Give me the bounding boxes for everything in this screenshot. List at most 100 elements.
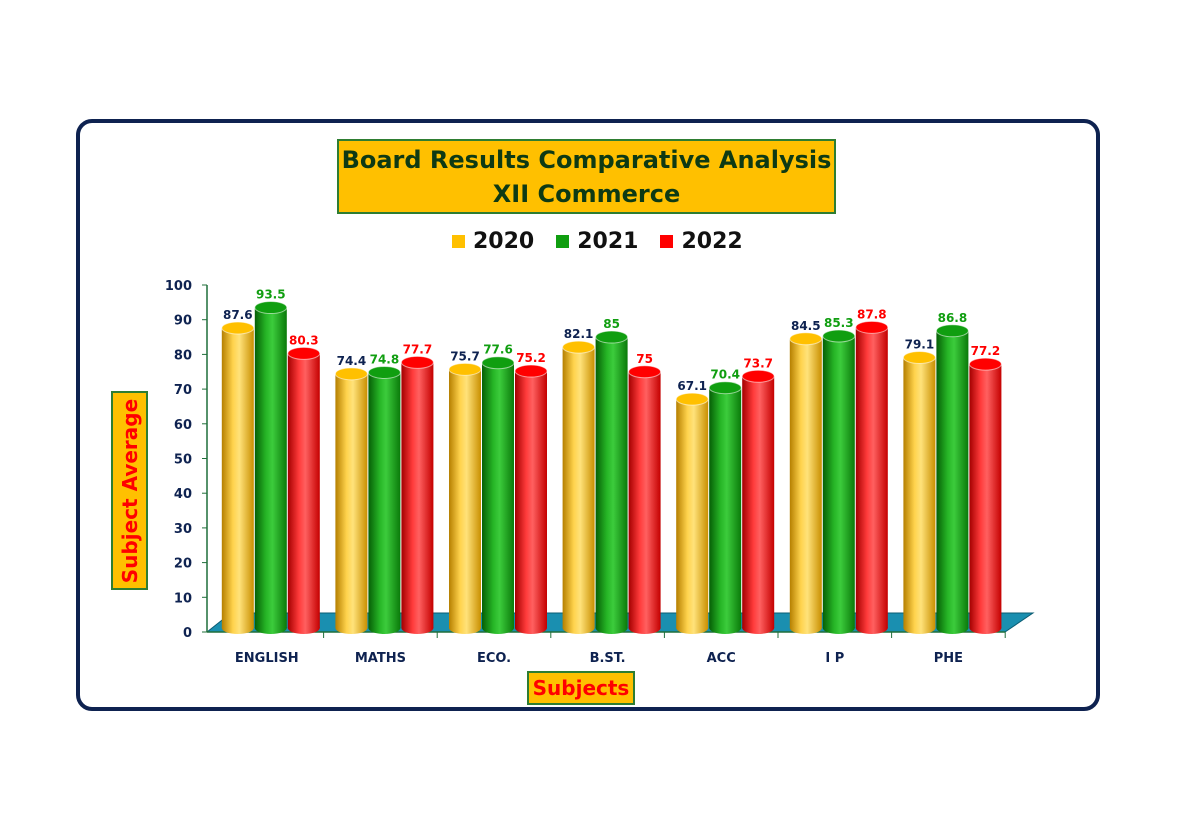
- data-label: 74.4: [337, 354, 367, 368]
- y-tick-label: 20: [174, 557, 192, 572]
- bar-cap: [254, 301, 288, 315]
- x-tick-label: ECO.: [477, 651, 511, 666]
- y-tick-label: 70: [174, 383, 192, 398]
- bar-base: [969, 622, 1002, 634]
- chart-subtitle: XII Commerce: [492, 179, 681, 208]
- bar-base: [855, 622, 888, 634]
- bar-base: [628, 622, 661, 634]
- x-tick-label: ACC: [707, 651, 736, 666]
- x-tick-label: MATHS: [355, 651, 406, 666]
- x-tick-label: PHE: [934, 651, 963, 666]
- legend-label-2020: 2020: [473, 228, 535, 254]
- x-axis-label-box: Subjects: [527, 671, 635, 705]
- bar: [709, 387, 742, 628]
- bar: [595, 337, 628, 628]
- bar-cap: [935, 324, 969, 338]
- x-tick-label: ENGLISH: [235, 651, 299, 666]
- chart-title-box: Board Results Comparative Analysis XII C…: [337, 139, 836, 214]
- bar: [482, 362, 514, 628]
- bar: [676, 399, 709, 628]
- bar-cap: [334, 367, 368, 381]
- data-label: 74.8: [370, 352, 400, 366]
- legend: 2020 2021 2022: [452, 226, 743, 256]
- data-label: 87.6: [223, 308, 253, 322]
- legend-item-2020: 2020: [452, 229, 534, 254]
- bar-cap: [481, 356, 515, 370]
- bar-base: [401, 622, 434, 634]
- bar-base: [709, 622, 742, 634]
- data-label: 93.5: [256, 288, 286, 302]
- x-tick-label: B.ST.: [590, 651, 626, 666]
- bar-cap: [855, 320, 889, 334]
- bar-cap: [628, 365, 662, 379]
- bar-base: [368, 622, 401, 634]
- data-label: 85: [603, 317, 620, 331]
- bar: [287, 353, 320, 628]
- bar-cap: [514, 364, 548, 378]
- y-tick-label: 30: [174, 522, 192, 537]
- bar: [742, 376, 775, 628]
- data-label: 75: [636, 352, 653, 366]
- bar-cap: [595, 330, 629, 344]
- data-label: 77.6: [483, 343, 513, 357]
- bar-base: [789, 622, 822, 634]
- bar-cap: [902, 351, 936, 365]
- bar-cap: [708, 381, 742, 395]
- legend-label-2022: 2022: [681, 228, 743, 254]
- legend-swatch-2022: [660, 234, 674, 248]
- data-label: 80.3: [289, 333, 319, 347]
- bar: [628, 371, 661, 628]
- bar: [562, 347, 595, 628]
- y-tick-label: 100: [165, 279, 192, 294]
- bar-cap: [400, 355, 434, 369]
- bar-cap: [448, 362, 482, 376]
- bar-base: [822, 622, 855, 634]
- bar: [221, 328, 254, 628]
- data-label: 86.8: [938, 311, 968, 325]
- data-label: 82.1: [564, 327, 594, 341]
- data-label: 70.4: [710, 368, 740, 382]
- bar: [969, 364, 1002, 628]
- bar: [822, 336, 855, 628]
- bar: [335, 373, 368, 628]
- bar: [449, 369, 481, 628]
- bar-base: [449, 622, 481, 634]
- chart-title: Board Results Comparative Analysis: [341, 145, 832, 174]
- bar-base: [676, 622, 709, 634]
- x-tick-label: I P: [825, 651, 844, 666]
- bar-base: [287, 622, 320, 634]
- bar-cap: [367, 365, 401, 379]
- y-tick-label: 90: [174, 314, 192, 329]
- bar-base: [903, 622, 936, 634]
- bar-cap: [675, 392, 709, 406]
- y-tick-label: 0: [183, 626, 192, 641]
- y-tick-label: 10: [174, 591, 192, 606]
- bar-base: [254, 622, 287, 634]
- bar: [368, 372, 401, 628]
- data-label: 77.2: [971, 344, 1001, 358]
- bar-base: [335, 622, 368, 634]
- bar: [515, 371, 547, 628]
- bar-base: [936, 622, 969, 634]
- bar-cap: [741, 369, 775, 383]
- bar-base: [595, 622, 628, 634]
- bar: [936, 330, 969, 628]
- bar-base: [515, 622, 547, 634]
- data-label: 67.1: [677, 379, 707, 393]
- bar: [254, 307, 287, 628]
- bar-base: [482, 622, 514, 634]
- bar-base: [562, 622, 595, 634]
- bar: [855, 327, 888, 628]
- bar: [401, 362, 434, 628]
- data-label: 73.7: [743, 356, 773, 370]
- bar-cap: [221, 321, 255, 335]
- legend-swatch-2020: [452, 234, 465, 248]
- y-tick-label: 50: [174, 453, 192, 468]
- data-label: 79.1: [905, 338, 935, 352]
- y-tick-label: 80: [174, 348, 192, 363]
- bar: [789, 338, 822, 628]
- x-axis-label: Subjects: [532, 676, 630, 700]
- data-label: 75.2: [516, 351, 546, 365]
- bar-base: [742, 622, 775, 634]
